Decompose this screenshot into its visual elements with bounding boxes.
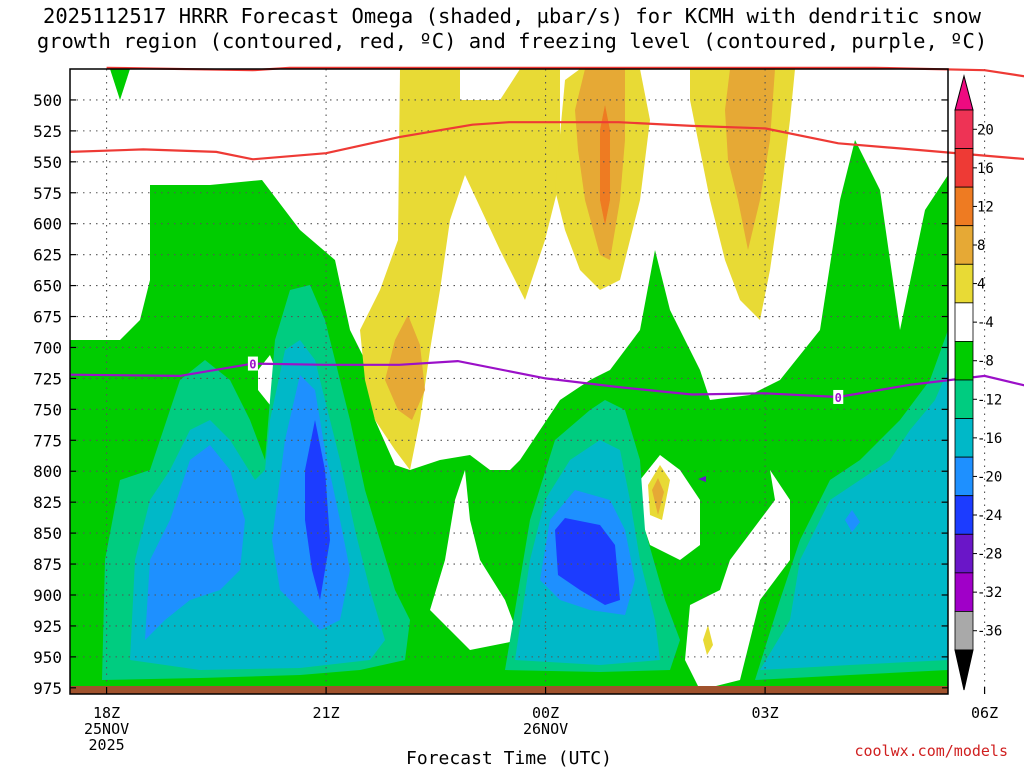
x-axis: 18Z25NOV202521Z00Z26NOV03Z06Z09Z (84, 687, 998, 754)
title-line-1: 2025112517 HRRR Forecast Omega (shaded, … (43, 4, 981, 28)
colorbar-segment (954, 263, 974, 304)
omega-region-yellow (703, 625, 713, 655)
colorbar-segment (954, 495, 974, 535)
y-tick-label: 625 (33, 246, 62, 265)
omega-region-blue (145, 445, 245, 640)
colorbar-segment (954, 611, 974, 651)
y-tick-label: 525 (33, 122, 62, 141)
colorbar-segment (954, 186, 974, 227)
colorbar-segment (954, 302, 974, 342)
plot-area: 000 (69, 66, 1024, 695)
omega-region-blue (845, 510, 860, 532)
y-tick-label: 600 (33, 215, 62, 234)
colorbar-label: 4 (977, 277, 985, 293)
colorbar-label: -8 (977, 354, 994, 370)
y-tick-label: 750 (33, 400, 62, 419)
x-tick-label: 21Z (313, 704, 340, 722)
grid-lines (70, 69, 986, 694)
freezing-level (69, 359, 1024, 399)
freezing-label-bg (247, 356, 258, 371)
dgz-contour-line (69, 121, 1024, 161)
colorbar-label: -36 (977, 624, 1002, 640)
plot-frame (69, 68, 949, 695)
y-tick-label: 700 (33, 338, 62, 357)
ground (70, 686, 948, 694)
y-tick-label: 675 (33, 308, 62, 327)
colorbar-label: -16 (977, 431, 1002, 447)
colorbar-label: -12 (977, 392, 1002, 408)
y-tick-label: 975 (33, 679, 62, 698)
freezing-level-label: 0 (835, 391, 842, 405)
omega-region-white-hole (685, 470, 790, 690)
y-tick-label: 575 (33, 184, 62, 203)
y-tick-label: 550 (33, 153, 62, 172)
colorbar-segment (954, 109, 974, 149)
omega-region-green-top (110, 69, 130, 100)
y-tick-label: 875 (33, 555, 62, 574)
colorbar-label: 20 (977, 122, 994, 138)
omega-region-white-hole (430, 470, 520, 650)
watermark: coolwx.com/models (854, 742, 1008, 760)
y-tick-label: 725 (33, 369, 62, 388)
freezing-level-label: 0 (249, 358, 256, 372)
colorbar-segment (954, 456, 974, 497)
omega-region-orange (652, 478, 664, 515)
colorbar-segment (954, 572, 974, 612)
y-tick-label: 950 (33, 648, 62, 667)
colorbar-segment (954, 379, 974, 419)
colorbar-label: -24 (977, 508, 1002, 524)
x-tick-label: 03Z (752, 704, 779, 722)
omega-region-darkorange (600, 105, 610, 225)
colorbar-segment (954, 341, 974, 381)
x-tick-label: 00Z (532, 704, 559, 722)
colorbar-segment (954, 225, 974, 265)
x-tick-label: 06Z (971, 704, 998, 722)
title-line-2: growth region (contoured, red, ºC) and f… (36, 29, 988, 53)
y-tick-label: 900 (33, 586, 62, 605)
freezing-label-bg (833, 389, 844, 404)
colorbar-label: 8 (977, 238, 985, 254)
colorbar-label: -20 (977, 469, 1002, 485)
omega-region-orange (725, 69, 775, 250)
x-tick-label: 2025 (89, 736, 125, 754)
y-tick-label: 500 (33, 91, 62, 110)
y-axis: 500 525 550 575 600 625 650 675 700 725 750 775 800 8… (33, 91, 948, 698)
y-tick-label: 925 (33, 617, 62, 636)
omega-shading (70, 69, 948, 694)
colorbar-bottom-triangle (954, 649, 974, 691)
omega-region-darkblue (305, 420, 330, 600)
y-tick-label: 800 (33, 462, 62, 481)
freezing-level-labels: 000 (247, 356, 844, 405)
colorbar-label: -28 (977, 547, 1002, 563)
freezing-level-line (69, 359, 1024, 399)
x-axis-label: Forecast Time (UTC) (406, 748, 612, 768)
chart-title: 2025112517 HRRR Forecast Omega (shaded, … (0, 4, 1024, 54)
colorbar-top-triangle (954, 74, 974, 111)
colorbar-label: -32 (977, 585, 1002, 601)
colorbar-label: -4 (977, 315, 994, 331)
omega-region-darkblue (555, 518, 620, 605)
colorbar-label: 12 (977, 199, 994, 215)
x-tick-label: 26NOV (523, 720, 568, 738)
y-tick-label: 650 (33, 277, 62, 296)
colorbar-segment (954, 533, 974, 574)
y-tick-label: 850 (33, 524, 62, 543)
omega-region-purple-dot (698, 476, 706, 482)
y-tick-label: 775 (33, 431, 62, 450)
colorbar: 20 16 12 8 4 -4 -8 -12 -16 -20 -24 -28 -32 -36 (954, 74, 1002, 691)
x-tick-label: 25NOV (84, 720, 129, 738)
x-tick-label: 18Z (93, 704, 120, 722)
omega-region-orange (385, 315, 425, 420)
y-tick-label: 825 (33, 493, 62, 512)
colorbar-segment (954, 418, 974, 458)
colorbar-segment (954, 148, 974, 188)
colorbar-label: 16 (977, 161, 994, 177)
